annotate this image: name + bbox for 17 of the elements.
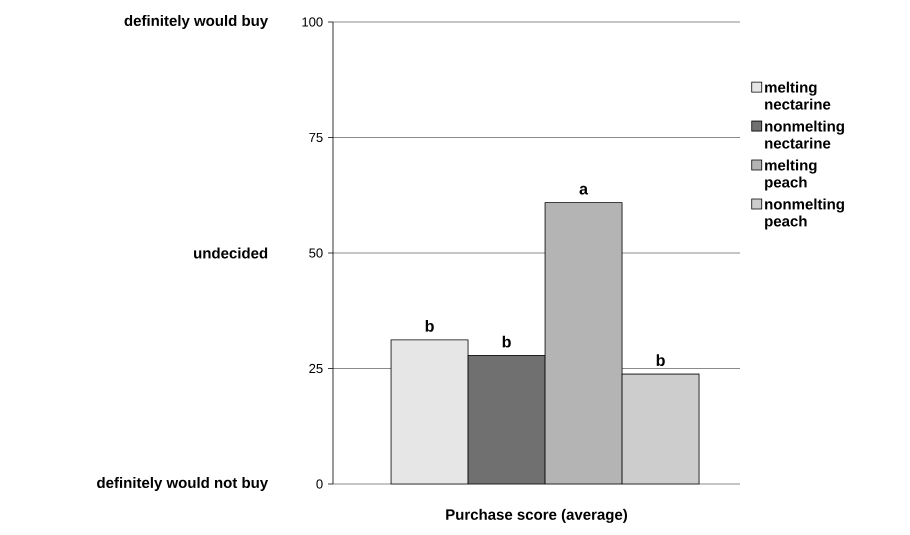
y-tick-label: 0 (316, 479, 323, 489)
x-axis-title: Purchase score (average) (446, 508, 628, 523)
data-label: a (580, 186, 588, 195)
text: definitely would buy (124, 15, 268, 29)
legend-label: melting peach (765, 160, 816, 191)
legend-label: melting nectarine (765, 82, 830, 110)
y-tick-label: 75 (309, 132, 323, 142)
y-tick-label: 100 (302, 17, 323, 27)
y-tick-label: 50 (309, 248, 323, 258)
data-label: b (426, 320, 434, 332)
data-label: b (502, 336, 511, 348)
data-label: b (656, 354, 665, 366)
text: definitely would not buy (97, 477, 268, 491)
legend-label: nonmelting peach (765, 198, 844, 230)
text: undecided (194, 247, 268, 258)
legend-label: nonmelting nectarine (765, 120, 844, 149)
y-tick-label: 25 (309, 364, 323, 374)
